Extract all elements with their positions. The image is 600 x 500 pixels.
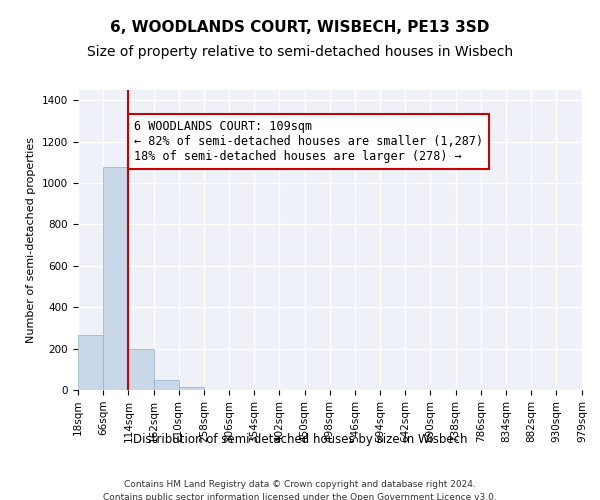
Text: Contains HM Land Registry data © Crown copyright and database right 2024.: Contains HM Land Registry data © Crown c… xyxy=(124,480,476,489)
Y-axis label: Number of semi-detached properties: Number of semi-detached properties xyxy=(26,137,37,343)
Bar xyxy=(154,380,179,390)
Bar xyxy=(78,335,103,390)
Text: Contains public sector information licensed under the Open Government Licence v3: Contains public sector information licen… xyxy=(103,492,497,500)
Bar xyxy=(128,349,154,390)
Text: Size of property relative to semi-detached houses in Wisbech: Size of property relative to semi-detach… xyxy=(87,45,513,59)
Bar xyxy=(103,167,128,390)
Bar xyxy=(179,387,204,390)
Text: 6 WOODLANDS COURT: 109sqm
← 82% of semi-detached houses are smaller (1,287)
18% : 6 WOODLANDS COURT: 109sqm ← 82% of semi-… xyxy=(134,120,483,163)
Text: Distribution of semi-detached houses by size in Wisbech: Distribution of semi-detached houses by … xyxy=(133,432,467,446)
Text: 6, WOODLANDS COURT, WISBECH, PE13 3SD: 6, WOODLANDS COURT, WISBECH, PE13 3SD xyxy=(110,20,490,35)
